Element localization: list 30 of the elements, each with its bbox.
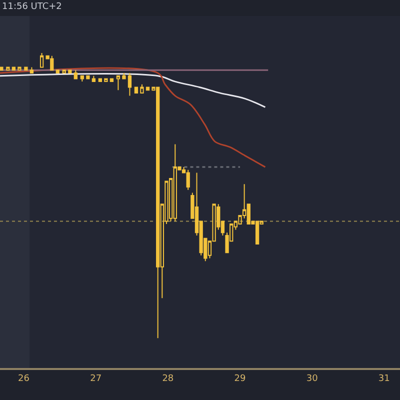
candlestick xyxy=(6,66,10,71)
candlestick xyxy=(0,66,4,71)
candlestick xyxy=(104,78,108,82)
candlestick xyxy=(186,169,190,190)
x-tick-label: 29 xyxy=(234,374,246,384)
candlestick xyxy=(62,70,66,74)
candlestick xyxy=(24,66,28,71)
candlestick xyxy=(86,75,90,80)
candlestick xyxy=(18,66,22,71)
x-tick-label: 27 xyxy=(90,374,102,384)
x-tick-label: 26 xyxy=(18,374,30,384)
x-tick-label: 31 xyxy=(378,374,390,384)
x-tick-label: 30 xyxy=(306,374,318,384)
candlestick xyxy=(92,75,96,82)
candlestick xyxy=(140,84,144,94)
candlestick xyxy=(68,70,72,74)
text: 11:56 UTC+2 xyxy=(2,2,62,12)
candlestick xyxy=(98,78,102,82)
candlestick xyxy=(74,70,78,80)
candlestick xyxy=(56,70,60,74)
candlestick xyxy=(134,86,138,94)
candlestick xyxy=(128,72,132,96)
x-tick-label: 28 xyxy=(162,374,174,384)
candlestick xyxy=(110,78,114,82)
candlestick xyxy=(80,75,84,82)
candlestick xyxy=(30,66,34,74)
candlestick xyxy=(116,75,120,91)
candlestick xyxy=(255,220,260,245)
candlestick xyxy=(40,52,44,68)
candlestick xyxy=(122,72,126,80)
